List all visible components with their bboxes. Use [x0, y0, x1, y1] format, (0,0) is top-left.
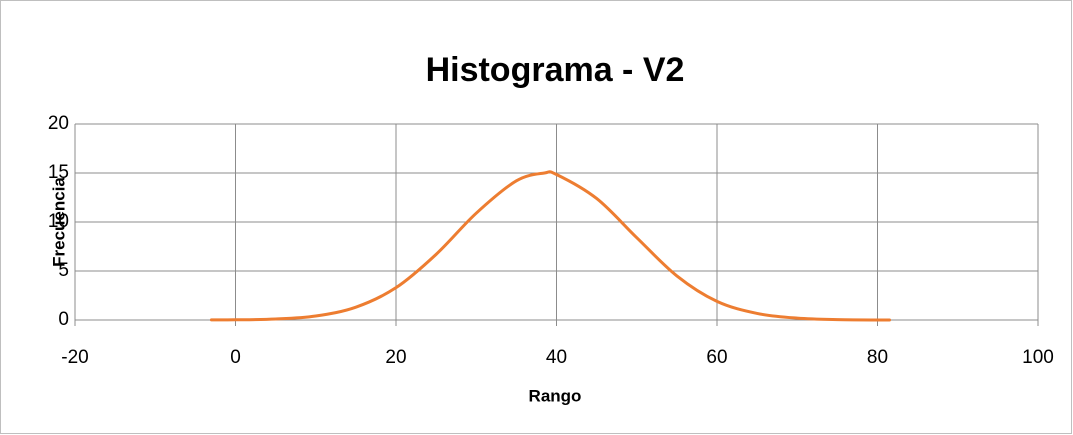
- x-tick-label: 0: [230, 347, 241, 368]
- data-line: [209, 170, 892, 322]
- x-tick-label: 100: [1022, 347, 1054, 368]
- y-tick-label: 5: [58, 260, 69, 281]
- x-tick-label: -20: [61, 347, 88, 368]
- chart-title: Histograma - V2: [426, 51, 685, 89]
- y-tick-label: 20: [48, 113, 69, 134]
- y-tick-label: 15: [48, 162, 69, 183]
- x-tick-label: 80: [867, 347, 888, 368]
- x-tick-label: 20: [385, 347, 406, 368]
- x-tick-label: 60: [706, 347, 727, 368]
- x-tick-label: 40: [546, 347, 567, 368]
- y-axis-label: Frecuencia: [49, 177, 68, 267]
- y-tick-label: 0: [58, 309, 69, 330]
- y-tick-label: 10: [48, 211, 69, 232]
- x-axis-label: Rango: [529, 386, 582, 405]
